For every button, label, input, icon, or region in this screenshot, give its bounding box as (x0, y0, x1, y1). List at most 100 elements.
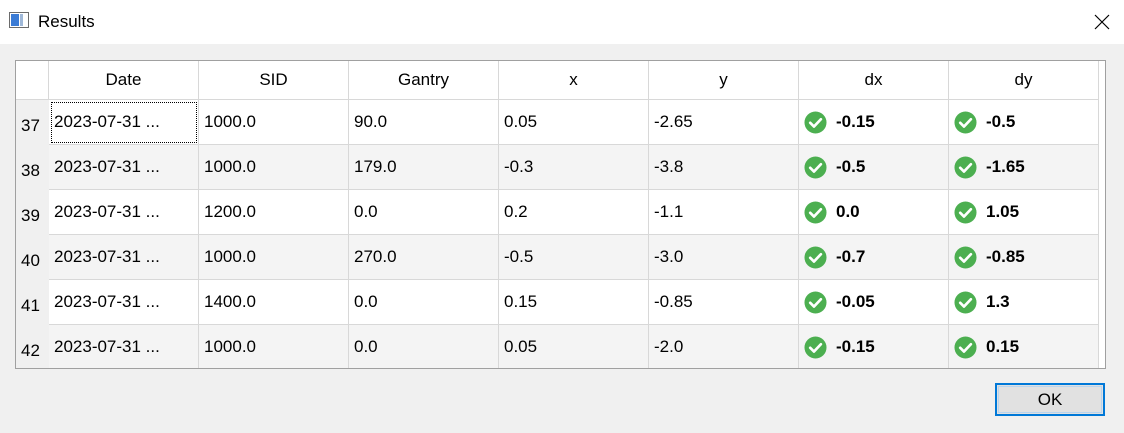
row-header[interactable]: 39 (16, 190, 49, 235)
cell-value: 1000.0 (204, 247, 256, 266)
table-body: 2023-07-31 ... 1000.0 90.0 0.05 -2.65 -0.15 -0… (49, 100, 1099, 368)
table-cell-sid[interactable]: 1200.0 (199, 190, 349, 235)
column-headers: Date SID Gantry x y dx dy (49, 61, 1099, 100)
check-circle-icon (954, 335, 977, 359)
cell-value: 2023-07-31 ... (54, 157, 160, 176)
table-cell-date[interactable]: 2023-07-31 ... (49, 145, 199, 190)
table-cell-date[interactable]: 2023-07-31 ... (49, 280, 199, 325)
table-cell-gantry[interactable]: 0.0 (349, 190, 499, 235)
cell-value: 0.0 (836, 202, 860, 221)
table-row[interactable]: 2023-07-31 ... 1000.0 90.0 0.05 -2.65 -0.15 -0… (49, 100, 1099, 145)
table-cell-sid[interactable]: 1000.0 (199, 100, 349, 145)
cell-value: 2023-07-31 ... (54, 202, 160, 221)
table-cell-x[interactable]: 0.05 (499, 100, 649, 145)
cell-value: -0.5 (986, 112, 1016, 131)
table-cell-x[interactable]: 0.05 (499, 325, 649, 368)
table-cell-dx[interactable]: -0.05 (799, 280, 949, 325)
table-row[interactable]: 2023-07-31 ... 1000.0 179.0 -0.3 -3.8 -0.5 -1.… (49, 145, 1099, 190)
table-cell-sid[interactable]: 1000.0 (199, 145, 349, 190)
column-header-y[interactable]: y (649, 61, 799, 100)
table-cell-sid[interactable]: 1000.0 (199, 235, 349, 280)
table-cell-dx[interactable]: -0.7 (799, 235, 949, 280)
table-cell-x[interactable]: 0.15 (499, 280, 649, 325)
column-header-sid[interactable]: SID (199, 61, 349, 100)
app-window-icon (9, 12, 29, 28)
table-cell-gantry[interactable]: 270.0 (349, 235, 499, 280)
results-table[interactable]: Date SID Gantry x y dx dy 37 38 39 40 41 42 2023-07… (15, 60, 1106, 369)
table-cell-y[interactable]: -0.85 (649, 280, 799, 325)
table-cell-date[interactable]: 2023-07-31 ... (49, 235, 199, 280)
row-header[interactable]: 38 (16, 145, 49, 190)
row-header[interactable]: 37 (16, 100, 49, 145)
table-cell-x[interactable]: -0.3 (499, 145, 649, 190)
table-cell-date[interactable]: 2023-07-31 ... (49, 325, 199, 368)
cell-value: -3.0 (654, 247, 684, 266)
check-circle-icon (954, 245, 977, 269)
cell-value: 179.0 (354, 157, 397, 176)
table-cell-x[interactable]: 0.2 (499, 190, 649, 235)
column-header-dx[interactable]: dx (799, 61, 949, 100)
table-cell-dy[interactable]: 1.05 (949, 190, 1099, 235)
table-cell-dx[interactable]: -0.15 (799, 100, 949, 145)
row-header[interactable]: 42 (16, 325, 49, 368)
table-cell-dx[interactable]: 0.0 (799, 190, 949, 235)
cell-value: 2023-07-31 ... (54, 247, 160, 266)
cell-value: -0.15 (836, 112, 875, 131)
table-cell-dy[interactable]: 1.3 (949, 280, 1099, 325)
table-cell-sid[interactable]: 1000.0 (199, 325, 349, 368)
table-cell-y[interactable]: -3.0 (649, 235, 799, 280)
check-circle-icon (954, 200, 977, 224)
table-cell-x[interactable]: -0.5 (499, 235, 649, 280)
table-row[interactable]: 2023-07-31 ... 1200.0 0.0 0.2 -1.1 0.0 1.05 (49, 190, 1099, 235)
table-cell-gantry[interactable]: 0.0 (349, 280, 499, 325)
table-row[interactable]: 2023-07-31 ... 1000.0 0.0 0.05 -2.0 -0.15 0.15 (49, 325, 1099, 368)
check-circle-icon (804, 110, 827, 134)
check-circle-icon (804, 155, 827, 179)
ok-button[interactable]: OK (995, 383, 1105, 416)
cell-value: 0.0 (354, 337, 378, 356)
table-cell-dx[interactable]: -0.15 (799, 325, 949, 368)
table-cell-dy[interactable]: 0.15 (949, 325, 1099, 368)
table-cell-y[interactable]: -3.8 (649, 145, 799, 190)
close-button[interactable] (1078, 0, 1124, 44)
table-cell-dy[interactable]: -0.5 (949, 100, 1099, 145)
column-header-dy[interactable]: dy (949, 61, 1099, 100)
table-cell-gantry[interactable]: 90.0 (349, 100, 499, 145)
table-row[interactable]: 2023-07-31 ... 1000.0 270.0 -0.5 -3.0 -0.7 -0.… (49, 235, 1099, 280)
table-cell-gantry[interactable]: 179.0 (349, 145, 499, 190)
check-circle-icon (804, 335, 827, 359)
column-header-gantry[interactable]: Gantry (349, 61, 499, 100)
table-cell-dy[interactable]: -0.85 (949, 235, 1099, 280)
cell-value: 0.15 (986, 337, 1020, 356)
column-header-x[interactable]: x (499, 61, 649, 100)
table-cell-y[interactable]: -2.0 (649, 325, 799, 368)
table-cell-sid[interactable]: 1400.0 (199, 280, 349, 325)
check-circle-icon (804, 290, 827, 314)
cell-value: -0.85 (986, 247, 1025, 266)
table-cell-dy[interactable]: -1.65 (949, 145, 1099, 190)
cell-value: 2023-07-31 ... (54, 112, 160, 131)
table-cell-date[interactable]: 2023-07-31 ... (49, 190, 199, 235)
cell-value: -0.5 (504, 247, 534, 266)
row-headers: 37 38 39 40 41 42 (16, 100, 49, 368)
row-header[interactable]: 41 (16, 280, 49, 325)
cell-value: -0.5 (836, 157, 866, 176)
table-row[interactable]: 2023-07-31 ... 1400.0 0.0 0.15 -0.85 -0.05 1.3 (49, 280, 1099, 325)
cell-value: -3.8 (654, 157, 684, 176)
cell-value: 1200.0 (204, 202, 256, 221)
row-header[interactable]: 40 (16, 235, 49, 280)
cell-value: 1000.0 (204, 157, 256, 176)
cell-value: -0.85 (654, 292, 693, 311)
table-cell-date[interactable]: 2023-07-31 ... (49, 100, 199, 145)
cell-value: -0.15 (836, 337, 875, 356)
check-circle-icon (954, 110, 977, 134)
column-header-date[interactable]: Date (49, 61, 199, 100)
close-icon (1094, 14, 1110, 30)
table-cell-y[interactable]: -2.65 (649, 100, 799, 145)
table-cell-dx[interactable]: -0.5 (799, 145, 949, 190)
table-cell-y[interactable]: -1.1 (649, 190, 799, 235)
cell-value: 1000.0 (204, 337, 256, 356)
table-cell-gantry[interactable]: 0.0 (349, 325, 499, 368)
cell-value: 90.0 (354, 112, 388, 131)
